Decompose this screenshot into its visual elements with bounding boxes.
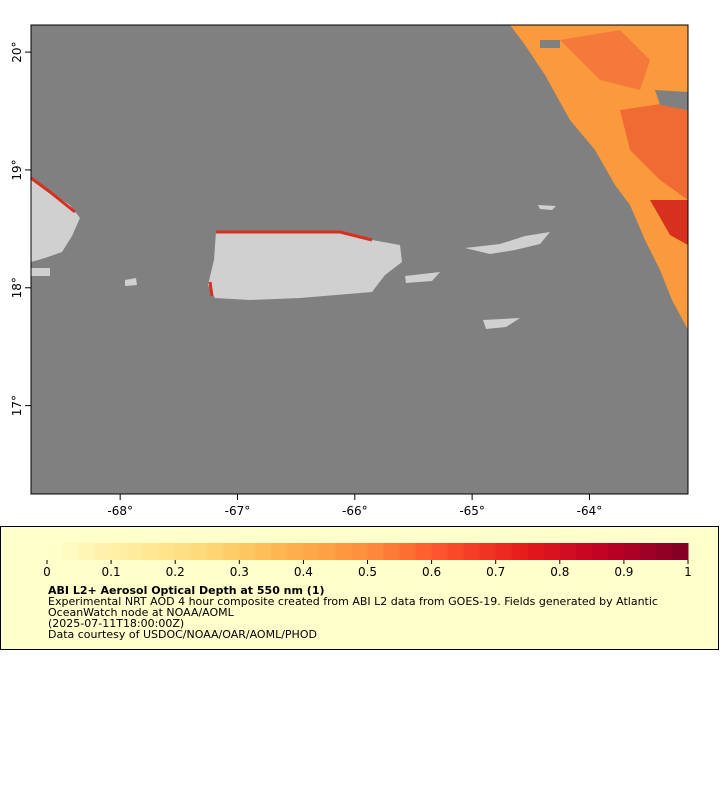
colorbar-tick-label: 0.4 bbox=[294, 565, 313, 579]
x-tick-label: -67° bbox=[225, 504, 251, 518]
aerosol-field bbox=[510, 25, 688, 330]
colorbar-step bbox=[175, 543, 192, 560]
y-tick-label: 20° bbox=[10, 41, 24, 62]
colorbar-step bbox=[143, 543, 160, 560]
colorbar-tick-label: 0.6 bbox=[422, 565, 441, 579]
colorbar-step bbox=[319, 543, 336, 560]
colorbar-tick-label: 0 bbox=[43, 565, 51, 579]
colorbar-step bbox=[95, 543, 112, 560]
colorbar-step bbox=[271, 543, 288, 560]
x-tick-label: -68° bbox=[107, 504, 133, 518]
legend-line: OceanWatch node at NOAA/AOML bbox=[48, 606, 235, 619]
colorbar-step bbox=[399, 543, 417, 560]
colorbar-step bbox=[415, 543, 433, 560]
colorbar-step bbox=[431, 543, 449, 560]
colorbar-tick-label: 0.7 bbox=[486, 565, 505, 579]
colorbar-tick-label: 0.9 bbox=[614, 565, 633, 579]
colorbar-step bbox=[639, 543, 657, 560]
colorbar-step bbox=[207, 543, 224, 560]
colorbar-step bbox=[223, 543, 240, 560]
colorbar-step bbox=[111, 543, 128, 560]
y-tick-label: 19° bbox=[10, 159, 24, 180]
colorbar-step bbox=[79, 543, 96, 560]
colorbar-step bbox=[575, 543, 593, 560]
colorbar-step bbox=[335, 543, 352, 560]
colorbar-step bbox=[47, 543, 64, 560]
colorbar-step bbox=[495, 543, 513, 560]
colorbar-step bbox=[287, 543, 304, 560]
legend-title: ABI L2+ Aerosol Optical Depth at 550 nm … bbox=[48, 584, 325, 597]
y-tick-label: 17° bbox=[10, 395, 24, 416]
colorbar-step bbox=[527, 543, 545, 560]
colorbar-step bbox=[367, 543, 385, 560]
colorbar-step bbox=[559, 543, 577, 560]
legend-line: Data courtesy of USDOC/NOAA/OAR/AOML/PHO… bbox=[48, 628, 317, 641]
colorbar-step bbox=[543, 543, 561, 560]
colorbar-step bbox=[351, 543, 368, 560]
colorbar-step bbox=[511, 543, 529, 560]
colorbar-step bbox=[255, 543, 272, 560]
colorbar-step bbox=[127, 543, 144, 560]
colorbar-tick-label: 1 bbox=[684, 565, 692, 579]
colorbar-step bbox=[63, 543, 80, 560]
map-frame bbox=[30, 24, 689, 495]
colorbar-step bbox=[191, 543, 208, 560]
colorbar-step bbox=[623, 543, 641, 560]
colorbar-step bbox=[671, 543, 689, 560]
x-tick-label: -64° bbox=[577, 504, 603, 518]
legend-line: (2025-07-11T18:00:00Z) bbox=[48, 617, 184, 630]
colorbar-tick-label: 0.3 bbox=[230, 565, 249, 579]
y-tick-label: 18° bbox=[10, 277, 24, 298]
x-tick-label: -66° bbox=[342, 504, 368, 518]
colorbar-step bbox=[447, 543, 465, 560]
colorbar-tick-label: 0.5 bbox=[358, 565, 377, 579]
colorbar-tick-label: 0.2 bbox=[166, 565, 185, 579]
colorbar-tick-label: 0.8 bbox=[550, 565, 569, 579]
colorbar-step bbox=[239, 543, 256, 560]
colorbar-step bbox=[591, 543, 609, 560]
colorbar-step bbox=[463, 543, 481, 560]
legend-line: Experimental NRT AOD 4 hour composite cr… bbox=[48, 595, 658, 608]
colorbar-step bbox=[479, 543, 497, 560]
colorbar-step bbox=[159, 543, 176, 560]
x-tick-label: -65° bbox=[459, 504, 485, 518]
colorbar-step bbox=[655, 543, 673, 560]
land bbox=[31, 178, 556, 329]
colorbar-tick-label: 0.1 bbox=[102, 565, 121, 579]
colorbar-step bbox=[303, 543, 320, 560]
colorbar-step bbox=[383, 543, 401, 560]
colorbar-step bbox=[607, 543, 625, 560]
coastal-aerosol bbox=[30, 176, 373, 297]
